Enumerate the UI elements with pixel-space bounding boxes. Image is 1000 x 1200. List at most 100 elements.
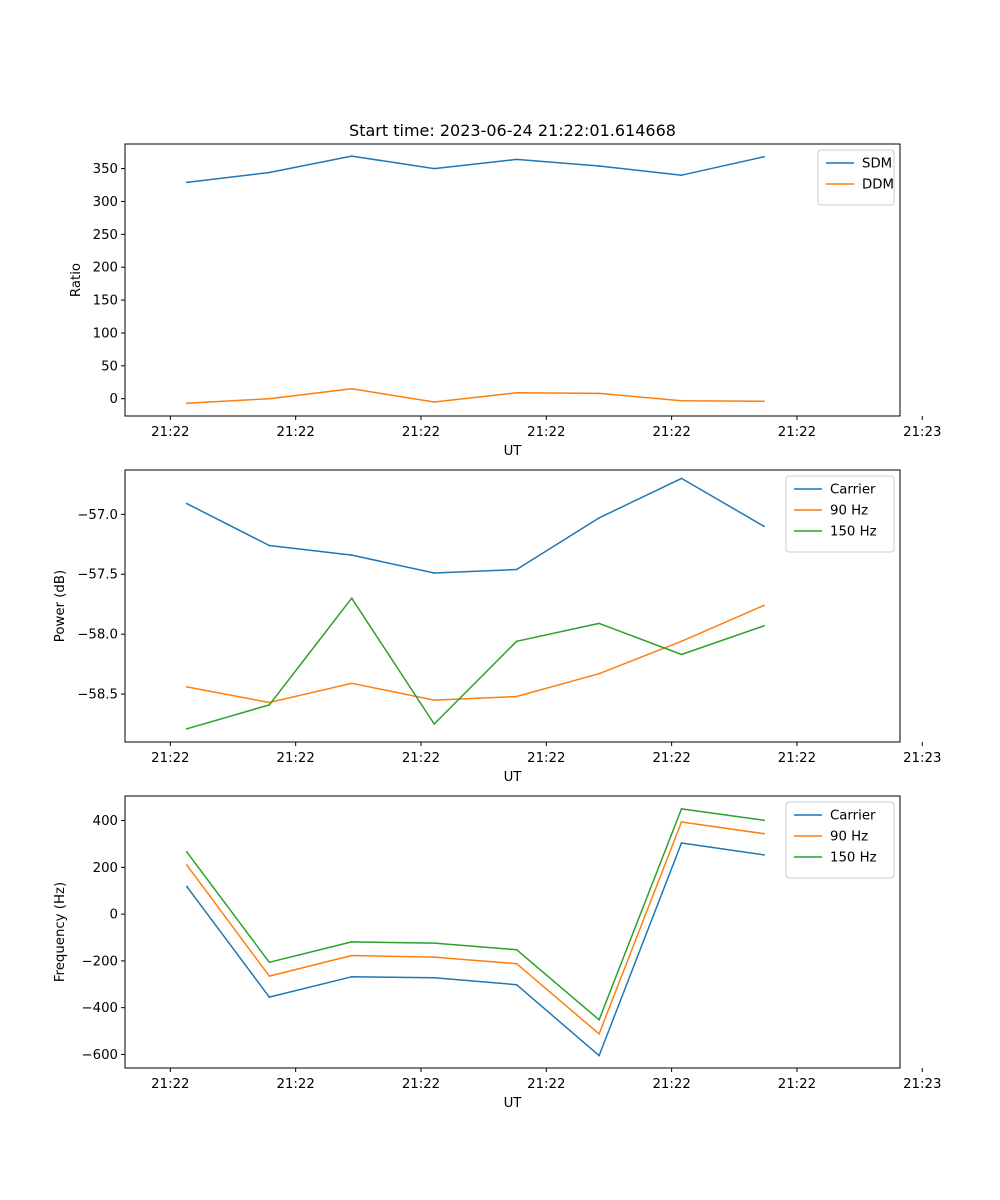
- y-tick-label: 100: [93, 326, 118, 341]
- x-axis-label: UT: [504, 770, 523, 785]
- axes-frame: [124, 469, 901, 743]
- data-point: [350, 155, 353, 157]
- x-tick-label: 21:23: [903, 751, 941, 766]
- legend-label: 150 Hz: [830, 525, 877, 540]
- data-point: [598, 1032, 600, 1035]
- data-point: [433, 723, 436, 725]
- data-point: [268, 397, 271, 400]
- series-90-hz: [185, 821, 765, 1035]
- figure-title: Start time: 2023-06-24 21:22:01.614668: [349, 121, 676, 140]
- data-point: [268, 701, 271, 704]
- data-point: [680, 174, 683, 177]
- data-point: [598, 672, 600, 675]
- data-point: [763, 854, 765, 856]
- y-tick-label: 0: [110, 908, 118, 923]
- data-point: [433, 699, 436, 701]
- data-point: [185, 850, 188, 853]
- y-tick-label: 200: [93, 861, 118, 876]
- data-point: [680, 477, 683, 480]
- data-point: [185, 181, 188, 184]
- x-axis-label: UT: [504, 444, 523, 459]
- data-point: [350, 682, 353, 685]
- data-point: [680, 640, 683, 643]
- x-tick-label: 21:22: [277, 1077, 315, 1092]
- y-axis-label: Frequency (Hz): [53, 882, 68, 982]
- data-point: [185, 864, 188, 866]
- data-point: [350, 554, 353, 556]
- legend-label: 90 Hz: [830, 504, 868, 519]
- x-tick-label: 21:23: [903, 1077, 941, 1092]
- y-tick-label: 300: [93, 195, 118, 210]
- data-point: [680, 653, 683, 656]
- x-tick-label: 21:22: [277, 425, 315, 440]
- data-point: [185, 502, 188, 505]
- x-tick-label: 21:22: [778, 1077, 816, 1092]
- series-line: [186, 842, 765, 1057]
- x-tick-label: 21:22: [151, 751, 189, 766]
- series-line: [186, 597, 765, 730]
- data-point: [515, 568, 518, 571]
- x-tick-label: 21:22: [527, 1077, 565, 1092]
- y-tick-label: −400: [81, 1001, 118, 1016]
- data-point: [350, 387, 353, 390]
- data-point: [763, 400, 765, 403]
- data-point: [433, 976, 436, 979]
- data-point: [185, 885, 188, 888]
- axes-frame: [124, 795, 901, 1069]
- data-point: [515, 391, 518, 394]
- axes-frame: [124, 143, 901, 417]
- legend-box: [785, 475, 895, 553]
- y-tick-label: −200: [81, 954, 118, 969]
- y-tick-label: −57.0: [77, 508, 118, 523]
- subplot-2: −58.5 −58.0 −57.5 −57.0 21:22 21:22 21:22 21:22…: [53, 469, 941, 785]
- data-point: [515, 640, 518, 643]
- subplot-1: 0 50 100 150 200 250 300 350 21:22 21:22 21:22 21:2…: [69, 143, 941, 459]
- y-tick-label: −58.5: [77, 688, 118, 703]
- data-point: [763, 525, 765, 528]
- legend-label: 150 Hz: [830, 851, 877, 866]
- series-150-hz: [185, 597, 765, 730]
- series-ddm: [185, 387, 765, 405]
- legend-label: DDM: [862, 178, 894, 193]
- data-point: [433, 572, 436, 574]
- y-tick-label: 150: [93, 294, 118, 309]
- x-tick-label: 21:22: [402, 751, 440, 766]
- data-point: [763, 832, 765, 835]
- legend-label: Carrier: [830, 483, 876, 498]
- data-point: [268, 544, 271, 547]
- x-tick-label: 21:22: [402, 1077, 440, 1092]
- data-point: [515, 983, 518, 986]
- subplot-3: −600 −400 −200 0 200 400 21:22 21:22 21:22 21:22 2…: [53, 795, 941, 1111]
- x-tick-label: 21:22: [151, 1077, 189, 1092]
- legend-label: 90 Hz: [830, 830, 868, 845]
- data-point: [268, 961, 271, 964]
- x-tick-label: 21:22: [277, 751, 315, 766]
- data-point: [350, 975, 353, 978]
- data-point: [433, 942, 436, 945]
- y-axis-label: Power (dB): [53, 570, 68, 642]
- y-tick-label: −57.5: [77, 568, 118, 583]
- data-point: [680, 821, 683, 823]
- series-line: [186, 604, 765, 704]
- data-point: [350, 597, 353, 600]
- data-point: [433, 956, 436, 959]
- series-carrier: [185, 477, 765, 574]
- data-point: [515, 962, 518, 965]
- data-point: [350, 941, 353, 943]
- x-tick-label: 21:22: [527, 751, 565, 766]
- y-tick-label: −600: [81, 1048, 118, 1063]
- y-tick-label: 250: [93, 228, 118, 243]
- data-point: [350, 954, 353, 957]
- data-point: [598, 517, 600, 519]
- series-90-hz: [185, 604, 765, 704]
- x-tick-label: 21:22: [527, 425, 565, 440]
- subplots: 0 50 100 150 200 250 300 350 21:22 21:22 21:22 21:2…: [53, 143, 941, 1111]
- data-point: [598, 165, 600, 167]
- legend-label: Carrier: [830, 809, 876, 824]
- x-tick-label: 21:22: [778, 751, 816, 766]
- x-tick-label: 21:22: [652, 425, 690, 440]
- legend-label: SDM: [862, 157, 892, 172]
- data-point: [185, 685, 188, 688]
- series-line: [186, 388, 765, 405]
- series-150-hz: [185, 807, 765, 1021]
